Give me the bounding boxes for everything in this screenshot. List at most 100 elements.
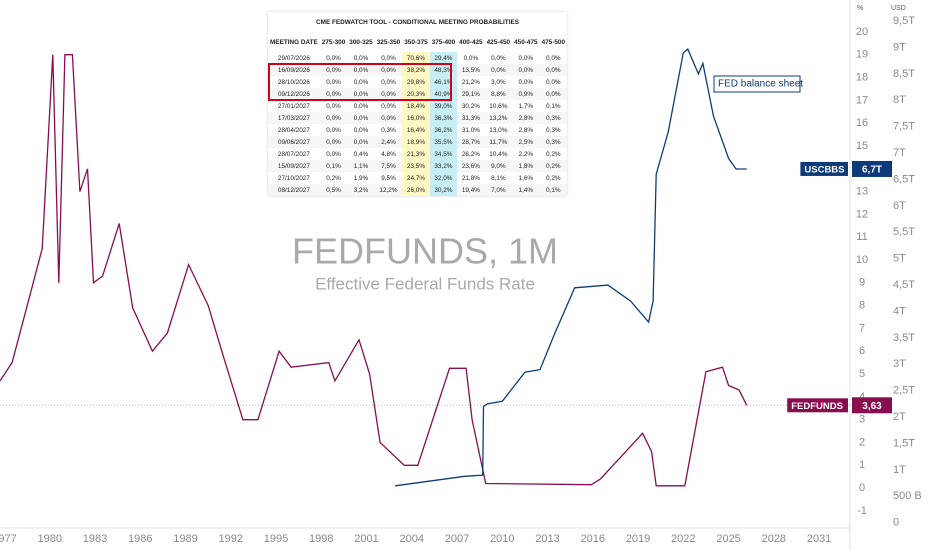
y-tick-label: 12 (856, 208, 868, 220)
series-name-bg (800, 161, 848, 176)
y2-tick-label: 0 (893, 517, 899, 529)
table-cell: 28,7% (461, 138, 480, 146)
y-tick-label: 18 (856, 71, 868, 83)
table-cell: 1,1% (353, 162, 369, 170)
table-cell: 16/09/2026 (277, 66, 310, 74)
last-value-label: 3,63 (862, 401, 882, 412)
table-header-row: MEETING DATE 275-300 300-325 325-350 350-375… (268, 32, 567, 52)
y2-tick-label: 500 B (893, 490, 922, 502)
column-header: 275-300 (321, 38, 346, 46)
y2-tick-label: 6,5T (893, 173, 915, 185)
table-cell: 21,2% (461, 78, 480, 86)
table-cell: 0,0% (326, 66, 341, 74)
table-row: 09/12/2026 0,0% 0,0% 0,0% 20,3% 40,9% 29,1% 8,8… (268, 88, 568, 100)
table-cell: 0,3% (546, 138, 561, 146)
annotation-box (713, 75, 801, 93)
x-tick-label: 2028 (762, 533, 786, 545)
table-cell: 09/12/2026 (277, 90, 310, 98)
table-cell: 35,5% (429, 136, 458, 148)
table-row: 09/06/2027 0,0% 0,0% 2,4% 18,9% 35,5% 28,7% 11,… (268, 136, 568, 148)
last-value-bg (852, 397, 892, 414)
y2-tick-label: 7T (893, 147, 906, 159)
table-cell: 1,9% (353, 174, 369, 182)
table-cell: 7,5% (381, 162, 396, 170)
column-header: 300-325 (349, 38, 373, 46)
table-cell: 7,0% (491, 186, 506, 194)
table-cell: 21,3% (402, 148, 430, 160)
y-tick-label: 10 (856, 254, 868, 266)
y2-tick-label: 4,5T (893, 279, 915, 291)
table-cell: 0,0% (353, 90, 369, 98)
y-tick-label: 17 (856, 94, 868, 106)
table-cell: 33,2% (429, 160, 458, 172)
table-cell: 3,2% (353, 186, 369, 194)
table-cell: 0,5% (326, 186, 341, 194)
table-row: 28/10/2026 0,0% 0,0% 0,0% 29,8% 46,1% 21,2% 3,0… (268, 76, 568, 88)
table-row: 27/10/2027 0,2% 1,9% 9,5% 24,7% 32,0% 21,8% 8,1… (268, 172, 568, 184)
table-cell: 34,5% (429, 148, 458, 160)
table-cell: 26,2% (461, 150, 480, 158)
table-cell: 17/03/2027 (277, 114, 310, 122)
table-cell: 10,4% (489, 150, 508, 158)
y-tick-label: 2 (859, 436, 865, 448)
table-cell: 0,0% (326, 114, 341, 122)
table-row: 28/07/2027 0,0% 0,4% 4,8% 21,3% 34,5% 26,2% 10,… (268, 148, 568, 160)
table-cell: 0,0% (518, 54, 534, 62)
table-cell: 0,0% (491, 54, 506, 62)
y-tick-label: 9 (859, 277, 865, 289)
table-cell: 29,1% (461, 90, 480, 98)
x-tick-label: 2007 (445, 533, 469, 545)
table-cell: 8,1% (491, 174, 506, 182)
table-cell: 23,6% (461, 162, 480, 170)
y-tick-label: 15 (856, 140, 868, 152)
x-tick-label: 2016 (581, 533, 605, 545)
table-cell: 0,0% (546, 90, 561, 98)
table-cell: 0,4% (353, 150, 369, 158)
table-cell: 11,7% (489, 138, 508, 146)
x-tick-label: 1998 (309, 533, 333, 545)
last-value-label: 6,7T (862, 165, 882, 176)
table-cell: 29,8% (402, 76, 430, 88)
y2-tick-label: 1,5T (893, 437, 915, 449)
table-cell: 39,0% (429, 100, 458, 112)
y2-tick-label: 9T (893, 41, 906, 53)
table-cell: 10,6% (489, 102, 508, 110)
table-cell: 0,0% (353, 66, 369, 74)
y2-tick-label: 3,5T (893, 332, 915, 344)
table-row: 28/04/2027 0,0% 0,0% 0,3% 16,4% 36,2% 31,0% 13,… (268, 124, 568, 136)
table-cell: 0,0% (491, 66, 506, 74)
table-row: 16/09/2026 0,0% 0,0% 0,0% 38,2% 48,3% 13,5% 0,0… (268, 64, 568, 76)
last-value-bg (852, 160, 892, 177)
x-tick-label: 2019 (626, 533, 650, 545)
table-cell: 0,2% (546, 162, 561, 170)
table-cell: 28/10/2026 (277, 78, 310, 86)
x-tick-label: 2022 (671, 533, 695, 545)
table-cell: 4,8% (381, 150, 396, 158)
series-line (0, 54, 748, 487)
annotation: FED balance sheet (718, 79, 803, 90)
x-tick-label: 2025 (716, 533, 740, 545)
column-header: 475-500 (541, 38, 566, 46)
x-tick-label: 1983 (83, 533, 107, 545)
table-cell: 0,0% (353, 78, 369, 86)
table-cell: 0,0% (518, 66, 534, 74)
table-row: 17/03/2027 0,0% 0,0% 0,0% 16,0% 36,3% 31,3% 13,… (268, 112, 568, 124)
y2-tick-label: 8,5T (893, 68, 915, 80)
table-cell: 0,0% (326, 138, 341, 146)
table-cell: 19,4% (461, 186, 480, 194)
y-tick-label: 0 (859, 482, 865, 494)
table-cell: 0,0% (381, 66, 396, 74)
y-tick-label: 19 (856, 49, 868, 61)
table-row: 15/09/2027 0,1% 1,1% 7,5% 23,5% 33,2% 23,6% 9,0… (268, 160, 568, 172)
table-cell: 12,2% (379, 186, 398, 194)
table-cell: 15/09/2027 (277, 162, 310, 170)
y-tick-label: 11 (856, 231, 867, 243)
table-cell: 0,0% (326, 102, 341, 110)
table-cell: 36,2% (429, 124, 458, 136)
table-cell: 0,3% (381, 126, 396, 134)
y-tick-label: 6 (859, 345, 865, 357)
column-header: 400-425 (459, 38, 483, 46)
table-cell: 18,4% (402, 100, 430, 112)
table-cell: 0,0% (546, 78, 561, 86)
